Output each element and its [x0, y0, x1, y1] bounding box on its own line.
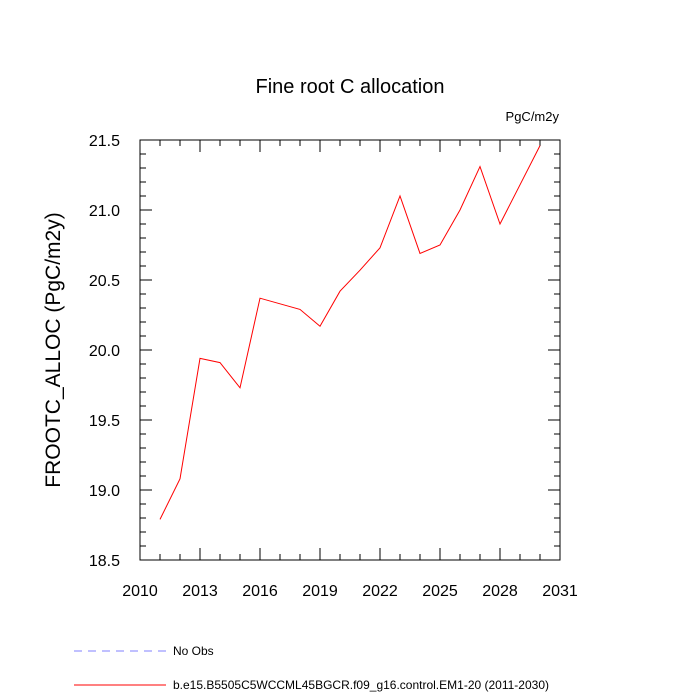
x-tick-labels: 2010 2013 2016 2019 2022 2025 2028 2031	[122, 583, 578, 600]
y-tick-label: 18.5	[89, 553, 120, 570]
x-tick-label: 2010	[122, 583, 158, 600]
x-tick-label: 2031	[542, 583, 578, 600]
legend: No Obs b.e15.B5505C5WCCML45BGCR.f09_g16.c…	[74, 644, 549, 692]
y-tick-label: 19.5	[89, 413, 120, 430]
legend-label: b.e15.B5505C5WCCML45BGCR.f09_g16.control…	[173, 678, 549, 692]
units-label: PgC/m2y	[506, 109, 560, 124]
series-line	[159, 145, 541, 520]
x-tick-label: 2016	[242, 583, 278, 600]
x-tick-label: 2019	[302, 583, 338, 600]
y-tick-label: 20.0	[89, 343, 120, 360]
x-tick-label: 2028	[482, 583, 518, 600]
y-tick-label: 20.5	[89, 273, 120, 290]
y-tick-label: 19.0	[89, 483, 120, 500]
axis-ticks	[139, 139, 561, 561]
x-tick-label: 2025	[422, 583, 458, 600]
y-tick-labels: 18.5 19.0 19.5 20.0 20.5 21.0 21.5	[89, 133, 120, 570]
y-tick-label: 21.5	[89, 133, 120, 150]
legend-label: No Obs	[173, 644, 214, 658]
series-group	[159, 145, 541, 520]
x-tick-label: 2013	[182, 583, 218, 600]
chart-title: Fine root C allocation	[256, 76, 445, 98]
x-tick-label: 2022	[362, 583, 398, 600]
plot-frame	[139, 139, 561, 561]
y-tick-label: 21.0	[89, 203, 120, 220]
y-axis-label: FROOTC_ALLOC (PgC/m2y)	[42, 212, 65, 487]
